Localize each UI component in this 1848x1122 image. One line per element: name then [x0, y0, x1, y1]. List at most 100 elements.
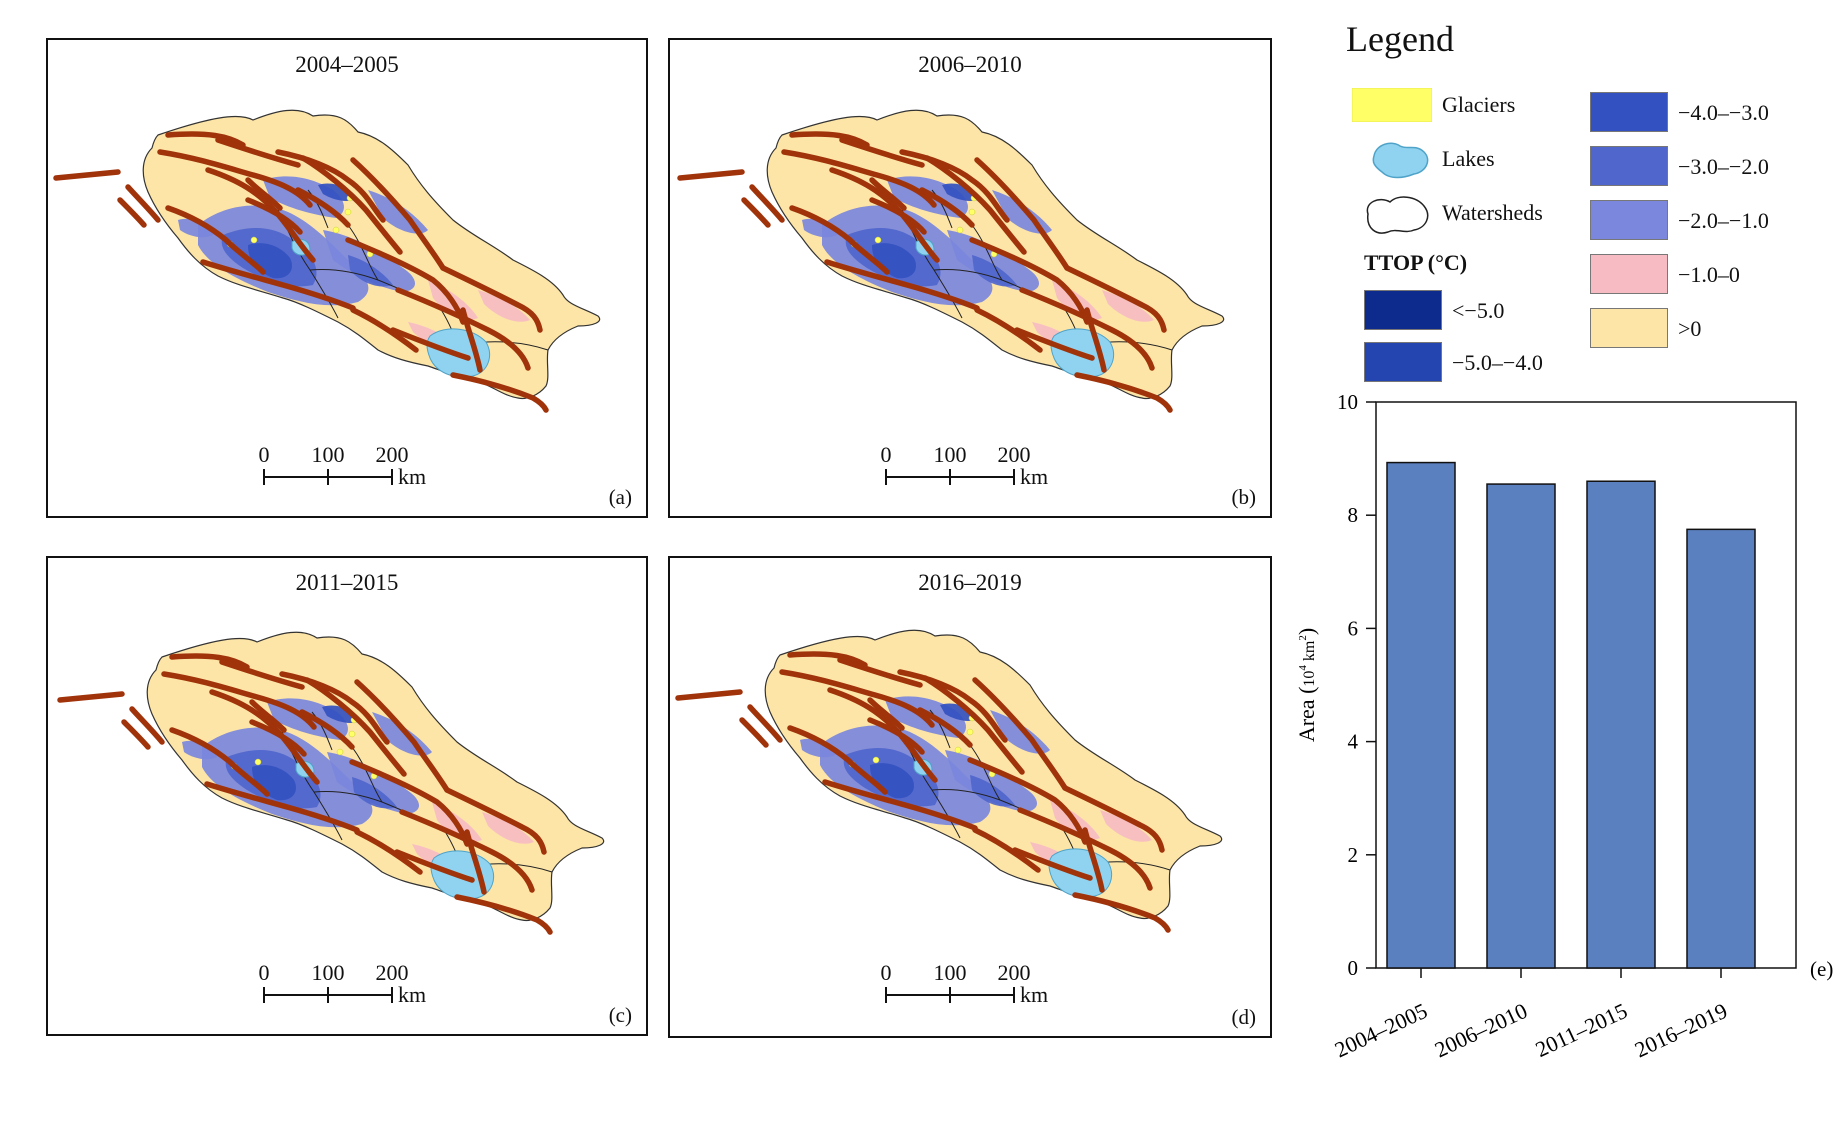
glacier-swatch — [1351, 87, 1433, 123]
watershed-boundary — [969, 744, 1001, 801]
fault-line — [157, 149, 313, 208]
x-tick-label: 2016–2019 — [1631, 998, 1731, 1062]
fault-line — [1062, 785, 1165, 853]
fault-line — [741, 197, 771, 228]
fault-line — [1017, 807, 1153, 891]
ttop-zone — [802, 218, 837, 238]
fault-line — [1064, 265, 1167, 333]
ttop-zone — [323, 230, 416, 292]
panel-letter: (e) — [1810, 957, 1833, 981]
bar-2016–2019 — [1686, 528, 1756, 969]
fault-line — [444, 787, 547, 855]
glacier — [874, 236, 882, 244]
map-body — [57, 631, 605, 935]
scale-tick-label: 200 — [997, 442, 1031, 467]
fault-line — [677, 169, 745, 181]
permafrost-map — [53, 109, 601, 413]
fault-line — [974, 307, 1043, 353]
map-body — [677, 109, 1225, 413]
scale-tick-label: 0 — [258, 960, 270, 985]
fault-line — [354, 829, 423, 875]
fault-line — [200, 259, 356, 311]
fault-line — [464, 829, 487, 895]
y-tick-label: 6 — [1348, 616, 1359, 640]
watershed-boundary — [929, 709, 951, 749]
legend: Legend Glaciers Lakes Watersheds TTOP (°… — [1340, 18, 1840, 388]
watershed-boundary — [307, 189, 329, 229]
scale-unit: km — [398, 464, 427, 489]
fault-line — [169, 653, 250, 670]
scale-tick-label: 100 — [311, 960, 345, 985]
fault-line — [304, 677, 407, 777]
fault-line — [350, 307, 419, 353]
fault-line — [394, 849, 475, 883]
fault-line — [300, 155, 403, 255]
x-tick-label: 2006–2010 — [1431, 998, 1531, 1062]
map-panel-d: 2016–2019 0 100 200 km (d) — [668, 556, 1272, 1038]
fault-line — [822, 779, 978, 831]
glacier — [254, 758, 262, 766]
scale-bar: 0 100 200 km — [258, 442, 458, 502]
fault-line — [787, 651, 868, 668]
scale-bar: 0 100 200 km — [880, 960, 1080, 1020]
glacier — [872, 756, 880, 764]
glacier — [332, 226, 340, 234]
ttop-class-label: <−5.0 — [1452, 298, 1505, 323]
watershed-boundary — [931, 189, 953, 229]
ttop-zone — [1100, 810, 1152, 842]
scale-tick-label: 0 — [880, 960, 892, 985]
fault-line — [869, 177, 907, 211]
x-tick-label: 2004–2005 — [1331, 998, 1431, 1062]
fault-line — [354, 679, 450, 793]
scale-tick-label: 100 — [933, 960, 967, 985]
watershed-boundary — [351, 746, 383, 803]
ttop-class-label: −3.0–−2.0 — [1678, 154, 1769, 179]
scale-tick — [885, 469, 887, 485]
fault-line — [165, 131, 246, 148]
ttop-class-label: >0 — [1678, 316, 1702, 341]
watershed-boundary — [347, 224, 379, 281]
ttop-zone — [327, 752, 420, 814]
fault-line — [117, 197, 147, 228]
y-axis-label-unit: km — [1301, 640, 1318, 661]
legend-label: Watersheds — [1442, 200, 1543, 225]
fault-line — [299, 709, 355, 750]
fault-line — [249, 699, 287, 733]
ttop-zone — [970, 775, 1015, 807]
fault-line — [839, 137, 925, 168]
fault-line — [1014, 327, 1095, 361]
fault-line — [1084, 307, 1107, 373]
glacier — [956, 226, 964, 234]
y-tick-label: 0 — [1348, 956, 1359, 980]
scale-unit: km — [1020, 464, 1049, 489]
map-body — [675, 629, 1223, 933]
glacier — [966, 728, 974, 736]
panel-letter: (b) — [1231, 485, 1257, 509]
fault-line — [460, 307, 483, 373]
ttop-zone — [182, 740, 217, 760]
y-tick-label: 2 — [1348, 843, 1359, 867]
ttop-class-label: −1.0–0 — [1678, 262, 1740, 287]
fault-line — [349, 759, 470, 847]
fault-line — [121, 719, 151, 750]
ttop-zone — [178, 218, 213, 238]
panel-letter: (d) — [1231, 1005, 1257, 1029]
fault-line — [345, 237, 466, 325]
scale-tick — [263, 987, 265, 1003]
watershed-boundary — [311, 711, 333, 751]
y-axis-label-close: ) — [1294, 628, 1319, 635]
ttop-swatch — [1590, 92, 1668, 132]
ttop-swatch — [1590, 200, 1668, 240]
y-axis-label-base: 10 — [1301, 671, 1318, 687]
fault-line — [917, 707, 973, 748]
y-axis-label: Area (104 km2) — [1294, 628, 1319, 742]
fault-line — [787, 725, 888, 795]
watershed-boundary — [971, 224, 1003, 281]
y-axis-label-main: Area ( — [1294, 687, 1319, 743]
map-title: 2006–2010 — [918, 52, 1022, 77]
fault-line — [399, 809, 535, 893]
fault-line — [440, 265, 543, 333]
fault-line — [967, 757, 1088, 845]
glacier — [250, 236, 258, 244]
fault-line — [57, 691, 125, 703]
